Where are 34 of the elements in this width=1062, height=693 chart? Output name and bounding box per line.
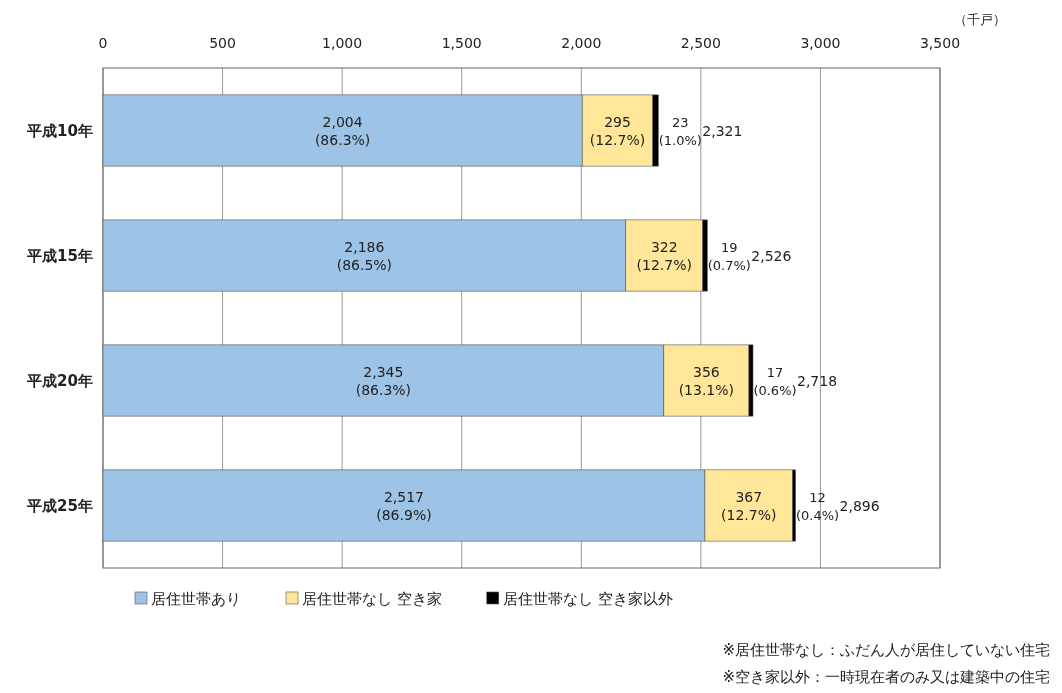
x-tick-label: 1,500 <box>441 35 482 51</box>
total-label: 2,718 <box>796 372 838 389</box>
y-tick-label: 平成10年 <box>26 121 93 140</box>
legend-label: 居住世帯なし 空き家以外 <box>502 590 673 608</box>
data-label: 356 (13.1%) <box>678 363 735 398</box>
data-label: 12 (0.4%) <box>795 489 840 523</box>
text: ※居住世帯なし：ふだん人が居住していない住宅 <box>722 641 1050 659</box>
x-tick-label: 1,000 <box>322 35 363 51</box>
data-label: 2,517 (86.9%) <box>376 488 432 523</box>
data-label: 295 (12.7%) <box>589 113 646 148</box>
data-label: 2,345 (86.3%) <box>355 363 412 398</box>
legend-label: 居住世帯あり <box>151 590 241 608</box>
x-tick-label: 0 <box>98 35 108 51</box>
x-tick-label: 3,500 <box>919 35 961 51</box>
y-tick-label: 平成25年 <box>26 496 93 515</box>
x-tick-label: 2,000 <box>561 35 602 51</box>
legend-label: 居住世帯なし 空き家 <box>302 590 442 608</box>
x-tick-label: 500 <box>209 35 236 51</box>
data-label: 17 (0.6%) <box>753 364 797 398</box>
y-tick-label: 平成20年 <box>26 371 93 390</box>
total-label: 2,526 <box>751 247 792 264</box>
x-tick-label: 2,500 <box>680 35 721 51</box>
data-label: 367 (12.7%) <box>721 488 777 523</box>
x-tick-label: 3,000 <box>800 35 841 51</box>
data-label: 2,004 (86.3%) <box>314 113 371 148</box>
total-label: 2,321 <box>702 122 743 139</box>
text: ※空き家以外：一時現在者のみ又は建築中の住宅 <box>722 668 1050 686</box>
data-label: 322 (12.7%) <box>636 238 692 273</box>
y-tick-label: 平成15年 <box>26 246 93 265</box>
data-label: 23 (1.0%) <box>658 114 702 148</box>
total-label: 2,896 <box>839 497 880 514</box>
x-axis-title: （千戸） <box>954 12 1006 27</box>
data-label: 2,186 (86.5%) <box>336 238 393 273</box>
data-label: 19 (0.7%) <box>707 239 751 273</box>
